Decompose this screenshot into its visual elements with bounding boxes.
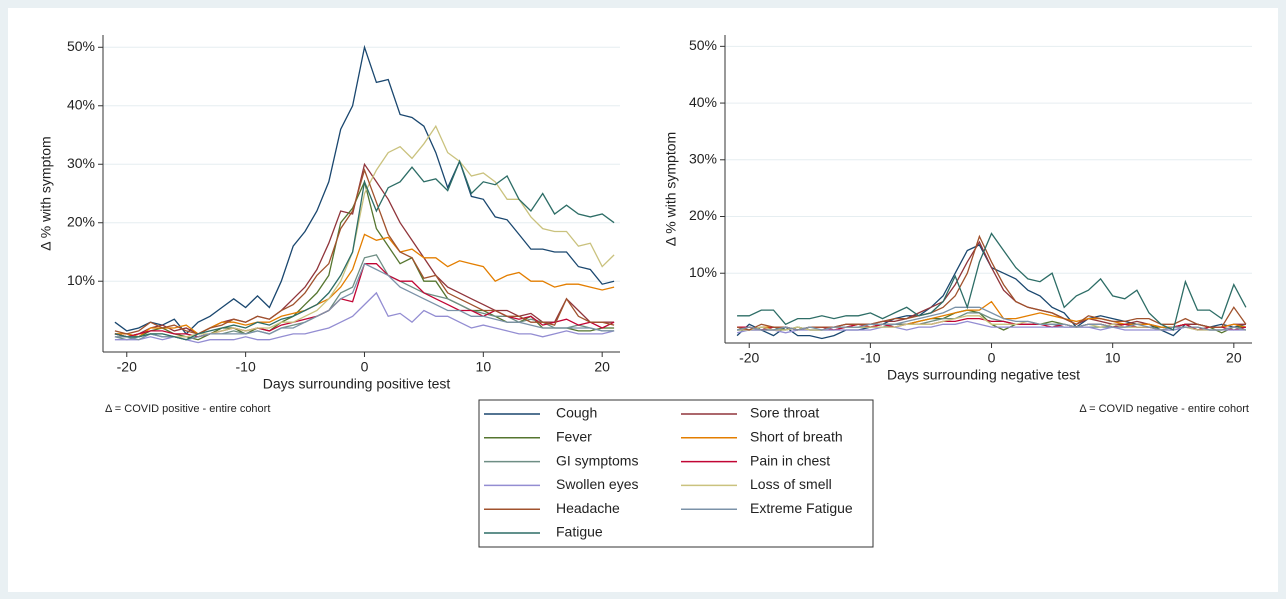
x-tick-label: -10: [236, 359, 256, 375]
x-axis-label: Days surrounding negative test: [887, 367, 1080, 383]
y-tick-label: 10%: [67, 272, 95, 288]
legend-label: Short of breath: [750, 429, 843, 445]
legend-label: Swollen eyes: [556, 476, 639, 492]
note: Δ = COVID positive - entire cohort: [105, 403, 270, 415]
y-tick-label: 10%: [689, 264, 717, 280]
y-tick-label: 30%: [689, 150, 717, 166]
y-tick-label: 40%: [67, 96, 95, 112]
y-tick-label: 50%: [67, 38, 95, 54]
legend-box: [478, 399, 874, 548]
series-line: [114, 44, 615, 335]
legend-label: Pain in chest: [750, 452, 830, 468]
series-line: [736, 306, 1247, 331]
x-tick-label: -10: [860, 350, 880, 366]
note: Δ = COVID negative - entire cohort: [1079, 403, 1249, 415]
x-tick-label: 0: [361, 359, 369, 375]
x-tick-label: 20: [594, 359, 610, 375]
x-tick-label: 10: [476, 359, 492, 375]
legend-label: Fever: [556, 429, 592, 445]
legend-label: Extreme Fatigue: [750, 500, 853, 516]
series-line: [114, 159, 615, 341]
x-tick-label: -20: [117, 359, 137, 375]
legend-label: Headache: [556, 500, 620, 516]
x-tick-label: 0: [988, 350, 996, 366]
legend-label: Loss of smell: [750, 476, 832, 492]
x-tick-label: 20: [1226, 350, 1242, 366]
y-tick-label: 30%: [67, 155, 95, 171]
legend-label: Cough: [556, 405, 597, 421]
y-axis-label: Δ % with symptom: [663, 132, 679, 246]
y-tick-label: 20%: [67, 213, 95, 229]
legend-label: Sore throat: [750, 405, 819, 421]
y-tick-label: 40%: [689, 94, 717, 110]
series-line: [114, 291, 615, 344]
x-axis-label: Days surrounding positive test: [263, 376, 451, 392]
y-axis-label: Δ % with symptom: [38, 136, 54, 250]
x-tick-label: -20: [739, 350, 759, 366]
legend-label: Fatigue: [556, 524, 603, 540]
x-tick-label: 10: [1105, 350, 1121, 366]
legend-label: GI symptoms: [556, 452, 638, 468]
series-line: [114, 262, 615, 341]
y-tick-label: 20%: [689, 207, 717, 223]
y-tick-label: 50%: [689, 37, 717, 53]
series-line: [737, 232, 1247, 331]
